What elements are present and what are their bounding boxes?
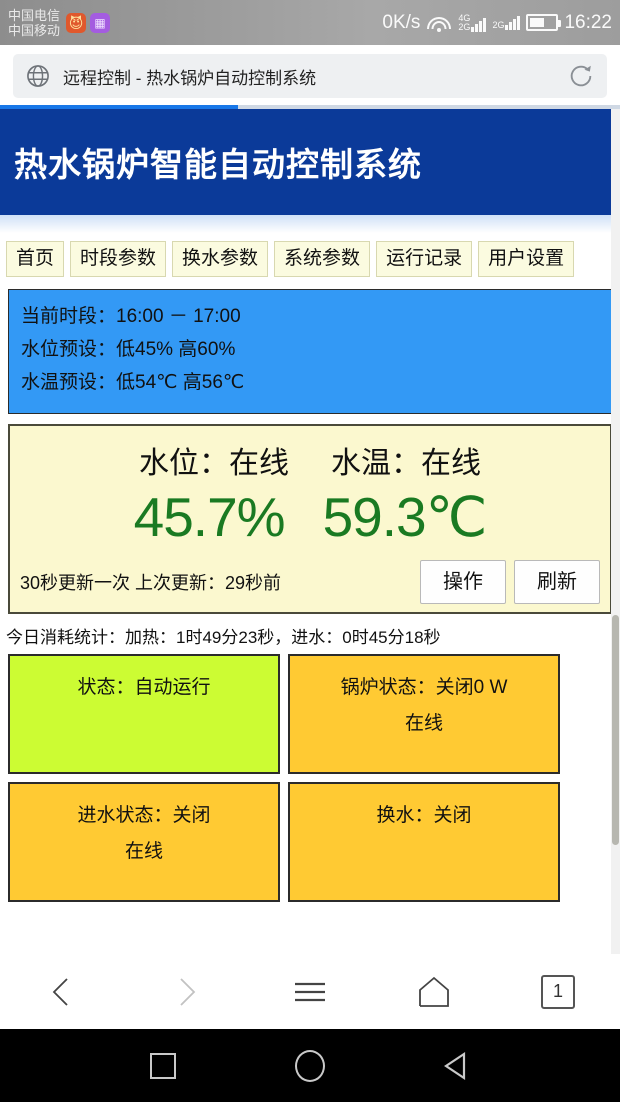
card-boiler-status-line2: 在线	[404, 713, 443, 734]
status-card-grid: 状态：自动运行 锅炉状态：关闭0 W 在线 进水状态：关闭 在线 换水：关闭	[8, 654, 612, 902]
nav-tab-logs[interactable]: 运行记录	[376, 241, 473, 277]
fox-emoji-icon: 😈	[66, 12, 87, 33]
update-status-text: 30秒更新一次 上次更新：29秒前	[20, 573, 282, 593]
circle-icon[interactable]	[282, 1044, 338, 1088]
readings-panel: 水位：在线 水温：在线 45.7% 59.3℃ 30秒更新一次 上次更新：29秒…	[8, 424, 612, 614]
status-clock: 16:22	[564, 11, 612, 33]
water-temp-value: 59.3℃	[322, 486, 488, 548]
tab-count-label: 1	[541, 974, 575, 1009]
main-nav: 首页 时段参数 换水参数 系统参数 运行记录 用户设置	[0, 233, 620, 283]
nav-tab-home[interactable]: 首页	[6, 241, 65, 277]
android-status-bar: 中国电信 中国移动 😈 ▦ 0K/s 4G 2G 2G	[0, 0, 620, 45]
back-icon[interactable]	[26, 966, 98, 1018]
page-scrollbar[interactable]	[611, 109, 620, 954]
header-gradient	[0, 215, 620, 233]
card-water-change-line1: 换水：关闭	[376, 805, 472, 826]
battery-icon	[526, 14, 562, 31]
card-water-change[interactable]: 换水：关闭	[288, 782, 560, 902]
network-speed-label: 0K/s	[382, 11, 421, 33]
network-type-label: 4G 2G	[458, 12, 471, 32]
water-level-preset-line: 水位预设：低45% 高60%	[21, 339, 236, 360]
browser-bottom-toolbar: 1	[0, 954, 620, 1029]
operate-button[interactable]: 操作	[420, 560, 506, 604]
current-period-line: 当前时段：16:00 － 17:00	[21, 306, 241, 327]
nav-tab-schedule[interactable]: 时段参数	[70, 241, 167, 277]
signal-icon-secondary: 2G	[492, 15, 521, 30]
status-right-group: 0K/s 4G 2G 2G 16:22	[382, 12, 620, 34]
status-notification-icons: 😈 ▦	[66, 12, 111, 33]
page-load-progress	[0, 105, 620, 109]
wifi-icon	[426, 13, 452, 33]
preset-panel: 当前时段：16:00 － 17:00 水位预设：低45% 高60% 水温预设：低…	[8, 289, 612, 414]
reading-labels-row: 水位：在线 水温：在线	[16, 436, 604, 482]
readings-buttons: 操作 刷新	[420, 560, 600, 604]
triangle-back-icon[interactable]	[429, 1044, 485, 1088]
forward-icon	[150, 966, 222, 1018]
carrier-primary: 中国电信	[8, 7, 61, 23]
tab-count-button[interactable]: 1	[522, 966, 594, 1018]
network-type-label-2: 2G	[492, 20, 505, 30]
card-boiler-status-line1: 锅炉状态：关闭0 W	[340, 677, 508, 698]
menu-icon[interactable]	[274, 966, 346, 1018]
signal-icon: 4G 2G	[458, 12, 487, 32]
card-inlet-status-line2: 在线	[124, 841, 163, 862]
card-inlet-status-line1: 进水状态：关闭	[77, 805, 211, 826]
carrier-labels: 中国电信 中国移动	[8, 8, 60, 38]
android-nav-bar	[0, 1029, 620, 1102]
water-level-label: 水位：在线	[139, 447, 289, 480]
water-level-value: 45.7%	[133, 486, 286, 548]
card-boiler-status[interactable]: 锅炉状态：关闭0 W 在线	[288, 654, 560, 774]
site-header: 热水锅炉智能自动控制系统	[0, 109, 620, 215]
nav-tab-water-change[interactable]: 换水参数	[172, 241, 269, 277]
water-temp-label: 水温：在线	[331, 447, 481, 480]
carrier-secondary: 中国移动	[8, 22, 61, 38]
reading-values-row: 45.7% 59.3℃	[16, 484, 604, 550]
reload-icon[interactable]	[567, 62, 595, 90]
page-title: 热水锅炉智能自动控制系统	[14, 146, 422, 183]
refresh-button[interactable]: 刷新	[514, 560, 600, 604]
nav-tab-user[interactable]: 用户设置	[478, 241, 575, 277]
nav-tab-system[interactable]: 系统参数	[274, 241, 371, 277]
water-temp-preset-line: 水温预设：低54℃ 高56℃	[21, 372, 245, 393]
web-page-content: 热水锅炉智能自动控制系统 首页 时段参数 换水参数 系统参数 运行记录 用户设置…	[0, 109, 620, 954]
browser-address-bar: 远程控制 - 热水锅炉自动控制系统	[0, 45, 620, 107]
url-input[interactable]: 远程控制 - 热水锅炉自动控制系统	[13, 54, 607, 98]
home-icon[interactable]	[398, 966, 470, 1018]
consumption-summary: 今日消耗统计：加热：1时49分23秒，进水：0时45分18秒	[6, 628, 441, 647]
square-icon[interactable]	[135, 1044, 191, 1088]
url-title-text: 远程控制 - 热水锅炉自动控制系统	[63, 68, 317, 88]
readings-footer: 30秒更新一次 上次更新：29秒前 操作 刷新	[16, 560, 604, 604]
purple-image-icon: ▦	[90, 12, 111, 33]
card-inlet-status[interactable]: 进水状态：关闭 在线	[8, 782, 280, 902]
globe-icon	[27, 65, 49, 87]
card-system-status-line1: 状态：自动运行	[77, 677, 211, 698]
card-system-status[interactable]: 状态：自动运行	[8, 654, 280, 774]
